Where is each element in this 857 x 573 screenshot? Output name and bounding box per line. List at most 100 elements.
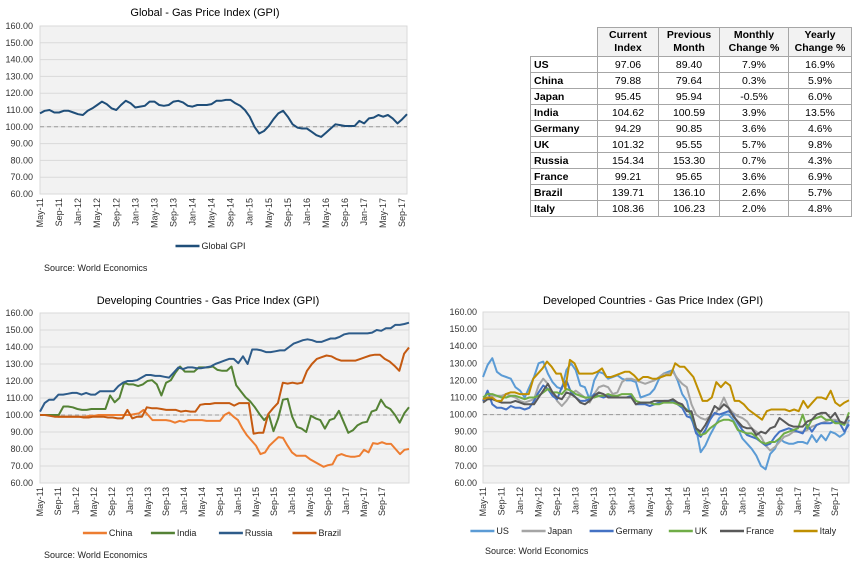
x-tick-label: Jan-12 <box>71 487 81 515</box>
x-tick-label: May-13 <box>143 487 153 517</box>
x-tick-label: Sep-12 <box>552 487 562 516</box>
chart-title: Global - Gas Price Index (GPI) <box>130 7 279 19</box>
cell-monthly: 3.6% <box>719 168 789 185</box>
cell-monthly: 0.7% <box>719 152 789 169</box>
y-tick-label: 110.00 <box>6 393 33 403</box>
y-tick-label: 100.00 <box>5 122 33 132</box>
x-tick-label: May-14 <box>645 487 655 517</box>
cell-current: 104.62 <box>597 104 659 121</box>
cell-previous: 79.64 <box>658 72 720 89</box>
y-tick-label: 110.00 <box>450 393 477 403</box>
cell-previous: 95.94 <box>658 88 720 105</box>
cell-yearly: 4.3% <box>788 152 852 169</box>
legend-label: India <box>177 528 197 538</box>
global-chart: Global - Gas Price Index (GPI) 60.00 70.00… <box>5 7 408 273</box>
chart-title: Developing Countries - Gas Price Index (… <box>97 295 320 307</box>
x-tick-label: Jan-15 <box>245 198 255 226</box>
legend-label: Germany <box>616 526 654 536</box>
x-tick-label: May-16 <box>756 487 766 517</box>
x-tick-label: May-16 <box>321 198 331 228</box>
cell-yearly: 9.8% <box>788 136 852 153</box>
x-tick-label: May-11 <box>35 198 45 227</box>
x-tick-label: May-14 <box>197 487 207 517</box>
country-cell: UK <box>530 136 598 153</box>
y-tick-label: 140.00 <box>5 55 33 65</box>
x-tick-label: May-12 <box>89 487 99 517</box>
cell-current: 95.45 <box>597 88 659 105</box>
x-tick-label: May-17 <box>359 487 369 517</box>
cell-current: 79.88 <box>597 72 659 89</box>
table-header-monthly-change: Monthly Change % <box>719 27 789 57</box>
table-row: China 79.88 79.64 0.3% 5.9% <box>530 72 852 89</box>
cell-previous: 106.23 <box>658 200 720 217</box>
x-tick-label: May-13 <box>149 198 159 228</box>
legend-item: Japan <box>521 526 573 536</box>
developed-chart: Developed Countries - Gas Price Index (G… <box>449 295 850 556</box>
country-cell: Russia <box>530 152 598 169</box>
x-tick-label: Sep-16 <box>775 487 785 516</box>
x-tick-label: Jan-12 <box>73 198 83 226</box>
y-tick-label: 130.00 <box>5 71 33 81</box>
cell-current: 97.06 <box>597 56 659 73</box>
legend-item: India <box>150 528 197 538</box>
legend-label: France <box>746 526 774 536</box>
y-tick-label: 80.00 <box>10 155 33 165</box>
cell-previous: 89.40 <box>658 56 720 73</box>
table-row: Russia 154.34 153.30 0.7% 4.3% <box>530 152 852 169</box>
x-tick-label: Jan-16 <box>302 198 312 226</box>
y-tick-label: 60.00 <box>10 478 33 488</box>
y-tick-label: 120.00 <box>449 375 477 385</box>
table-header-blank <box>530 27 598 57</box>
cell-monthly: 2.6% <box>719 184 789 201</box>
country-cell: US <box>530 56 598 73</box>
x-tick-label: Sep-13 <box>168 198 178 227</box>
cell-yearly: 4.8% <box>788 200 852 217</box>
x-tick-label: May-15 <box>251 487 261 517</box>
x-tick-label: May-14 <box>207 198 217 228</box>
y-tick-label: 130.00 <box>449 358 477 368</box>
y-tick-label: 160.00 <box>5 308 33 318</box>
x-tick-label: Jan-12 <box>515 487 525 515</box>
x-tick-label: Jan-17 <box>359 198 369 226</box>
y-tick-label: 150.00 <box>5 38 33 48</box>
x-tick-label: May-13 <box>589 487 599 517</box>
y-tick-label: 120.00 <box>5 376 33 386</box>
x-tick-label: May-11 <box>35 487 45 516</box>
y-tick-label: 60.00 <box>10 189 33 199</box>
x-tick-label: Sep-15 <box>269 487 279 516</box>
y-tick-label: 140.00 <box>5 342 33 352</box>
y-tick-label: 70.00 <box>10 172 33 182</box>
series-line-japan <box>482 370 850 452</box>
table-row: Germany 94.29 90.85 3.6% 4.6% <box>530 120 852 137</box>
legend-item: Germany <box>589 526 654 536</box>
legend-item: Global GPI <box>175 241 246 251</box>
summary-table: Current Index Previous Month Monthly Change… <box>530 27 852 217</box>
table-header-previous-month: Previous Month <box>658 27 720 57</box>
legend-label: UK <box>695 526 708 536</box>
x-tick-label: Jan-14 <box>179 487 189 515</box>
x-tick-label: Jan-16 <box>737 487 747 515</box>
legend-label: Japan <box>548 526 573 536</box>
country-cell: Germany <box>530 120 598 137</box>
x-tick-label: Sep-12 <box>111 198 121 227</box>
y-tick-label: 60.00 <box>454 478 477 488</box>
x-tick-label: Sep-13 <box>161 487 171 516</box>
legend-label: US <box>496 526 509 536</box>
legend-item: Russia <box>218 528 272 538</box>
series-line-brazil <box>40 346 410 435</box>
country-cell: Japan <box>530 88 598 105</box>
source-note: Source: World Economics <box>44 263 148 273</box>
series-line-italy <box>482 358 850 421</box>
legend-item: Brazil <box>292 528 341 538</box>
x-tick-label: Sep-13 <box>608 487 618 516</box>
x-tick-label: May-17 <box>378 198 388 228</box>
cell-current: 101.32 <box>597 136 659 153</box>
cell-current: 154.34 <box>597 152 659 169</box>
y-tick-label: 160.00 <box>5 21 33 31</box>
cell-previous: 90.85 <box>658 120 720 137</box>
y-tick-label: 90.00 <box>10 139 33 149</box>
legend-label: Global GPI <box>202 241 246 251</box>
x-tick-label: Sep-11 <box>53 487 63 515</box>
table-row: US 97.06 89.40 7.9% 16.9% <box>530 56 852 73</box>
y-tick-label: 90.00 <box>454 427 477 437</box>
